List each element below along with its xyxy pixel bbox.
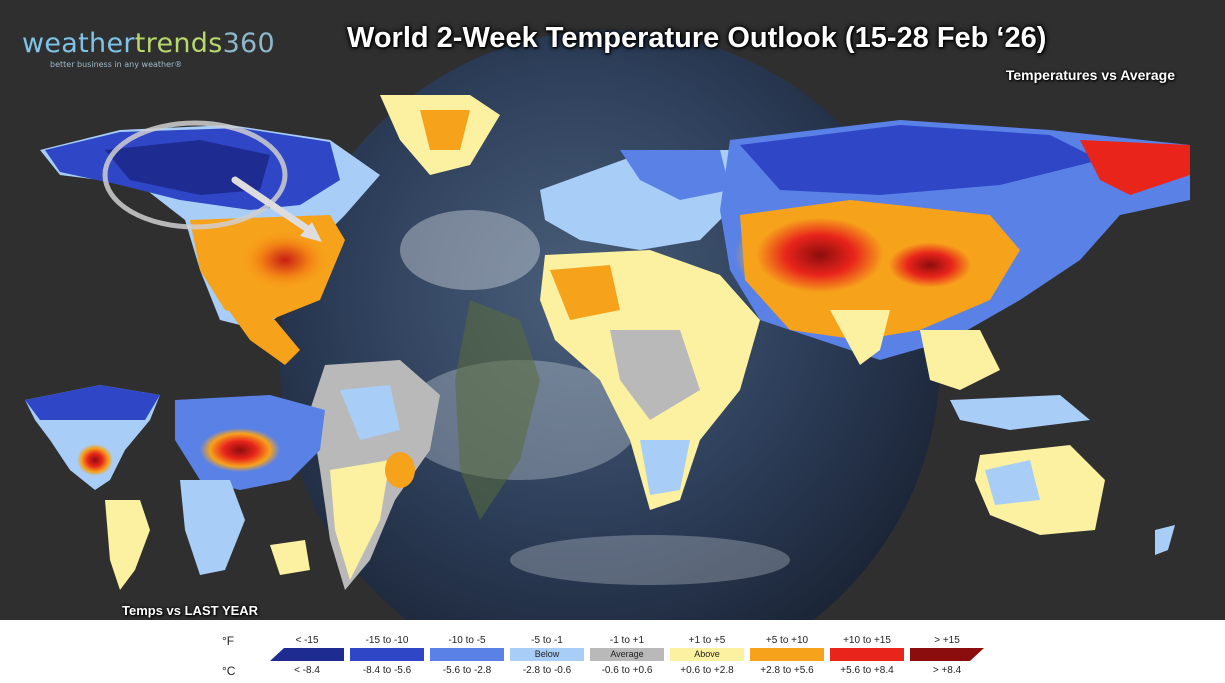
legend-label-c: -2.8 to -0.6 — [522, 665, 572, 676]
europe-cold — [620, 150, 730, 200]
map-subtitle: Temperatures vs Average — [1005, 67, 1175, 83]
new-zealand — [1155, 525, 1175, 555]
legend-swatch — [350, 648, 424, 661]
legend-swatch-tag: Below — [534, 649, 560, 659]
logo-weather: weather — [22, 28, 135, 59]
highlight-circle — [102, 120, 288, 230]
inset-map — [25, 385, 325, 590]
legend-swatch — [430, 648, 504, 661]
map-title: World 2-Week Temperature Outlook (15-28 … — [347, 22, 1047, 54]
legend-unit-f: °F — [222, 634, 235, 648]
logo-tagline: better business in any weather® — [50, 60, 183, 69]
legend-label-f: -15 to -10 — [365, 635, 409, 646]
legend-swatch-tag: Average — [610, 649, 644, 659]
map-area: weathertrends360 better business in any … — [22, 22, 1190, 620]
inset-australia — [270, 540, 310, 575]
us-heat-core — [240, 230, 330, 290]
legend-swatch — [910, 648, 984, 661]
legend-label-c: -5.6 to -2.8 — [442, 665, 492, 676]
india — [830, 310, 890, 365]
africa-warm — [550, 265, 620, 320]
africa-gray — [610, 330, 700, 420]
legend-label-c: -0.6 to +0.6 — [601, 665, 653, 676]
central-asia-heat-core — [735, 205, 905, 305]
legend: °F °C < -15 < -8.4 -15 to -10 -8.4 to -5.6 -… — [0, 620, 1225, 683]
logo-trends: trends — [134, 28, 223, 59]
south-america-yellow — [330, 460, 390, 580]
inset-canada — [25, 385, 160, 420]
inset-south-america — [105, 500, 150, 590]
inset-us-heat — [77, 444, 113, 476]
east-siberia-warm — [1080, 140, 1190, 195]
australia-blue — [985, 460, 1040, 505]
legend-label-c: +5.6 to +8.4 — [840, 665, 894, 676]
cloud-band — [510, 535, 790, 585]
indonesia — [950, 395, 1090, 430]
legend-swatch — [830, 648, 904, 661]
siberia-cold — [740, 125, 1100, 195]
highlight-arrow-head — [300, 222, 322, 242]
canada-deep-cold — [105, 140, 270, 195]
legend-swatch — [750, 648, 824, 661]
legend-unit-c: °C — [222, 664, 236, 678]
inset-label: Temps vs LAST YEAR — [122, 603, 259, 618]
legend-label-c: +0.6 to +2.8 — [680, 665, 734, 676]
logo-number: 360 — [222, 28, 276, 59]
legend-label-f: +10 to +15 — [843, 635, 891, 646]
legend-label-f: < -15 — [295, 635, 319, 646]
legend-label-c: +2.8 to +5.6 — [760, 665, 814, 676]
south-america-warm — [385, 452, 415, 488]
africa-blue — [640, 440, 690, 495]
china-heat-core — [875, 235, 985, 295]
legend-label-f: -1 to +1 — [609, 635, 645, 646]
cloud-band — [400, 210, 540, 290]
south-america-blue — [340, 385, 400, 440]
south-america-satellite — [455, 300, 540, 520]
highlight-arrow — [231, 176, 316, 236]
legend-label-f: +1 to +5 — [688, 635, 726, 646]
legend-label-f: -10 to -5 — [448, 635, 486, 646]
legend-swatch — [270, 648, 344, 661]
world-map — [25, 30, 1190, 620]
inset-asia-heat — [200, 428, 280, 472]
legend-swatch: Above — [670, 648, 744, 661]
legend-swatch: Average — [590, 648, 664, 661]
legend-swatch: Below — [510, 648, 584, 661]
legend-label-f: -5 to -1 — [531, 635, 563, 646]
legend-label-c: > +8.4 — [932, 665, 962, 676]
brand-logo: weathertrends360 — [22, 28, 275, 59]
inset-africa — [180, 480, 245, 575]
legend-label-f: +5 to +10 — [765, 635, 809, 646]
greenland-warm — [420, 110, 470, 150]
southeast-asia — [920, 330, 1000, 390]
mexico-region — [225, 305, 300, 365]
legend-swatch-tag: Above — [694, 649, 720, 659]
legend-label-c: < -8.4 — [294, 665, 320, 676]
legend-label-f: > +15 — [934, 635, 960, 646]
legend-label-c: -8.4 to -5.6 — [362, 665, 412, 676]
